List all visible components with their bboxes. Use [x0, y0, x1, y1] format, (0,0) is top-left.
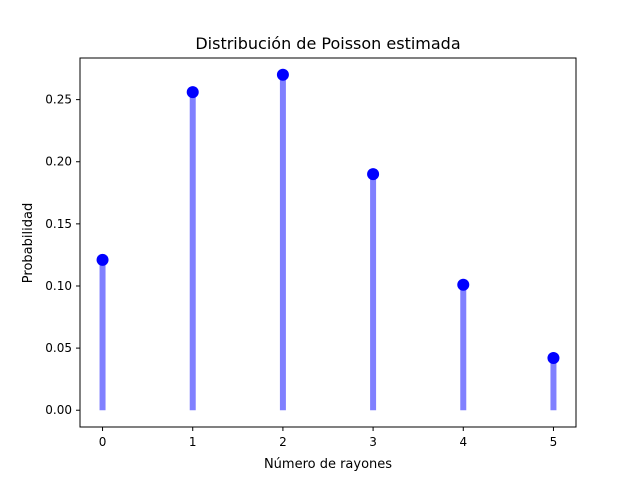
x-axis-ticks: 0 1 2 3 4 5: [99, 427, 558, 449]
plot-area: [96, 68, 560, 411]
x-tick-label-4: 4: [459, 435, 467, 449]
data-point-1: [186, 86, 199, 99]
x-tick-label-0: 0: [99, 435, 107, 449]
x-tick-label-5: 5: [550, 435, 558, 449]
y-tick-label-4: 0.20: [45, 155, 72, 169]
y-tick-label-5: 0.25: [45, 93, 72, 107]
x-tick-label-2: 2: [279, 435, 287, 449]
y-tick-label-2: 0.10: [45, 279, 72, 293]
axes-frame: [79, 57, 577, 428]
x-axis-label: Número de rayones: [264, 457, 392, 472]
x-tick-label-3: 3: [369, 435, 377, 449]
y-tick-label-1: 0.05: [45, 341, 72, 355]
y-axis-ticks: 0.00 0.05 0.10 0.15 0.20 0.25: [45, 93, 80, 417]
data-point-3: [367, 168, 380, 181]
x-tick-label-1: 1: [189, 435, 197, 449]
data-point-5: [547, 352, 560, 365]
y-tick-label-0: 0.00: [45, 403, 72, 417]
chart-title: Distribución de Poisson estimada: [195, 34, 460, 53]
data-point-2: [276, 68, 289, 81]
y-tick-label-3: 0.15: [45, 217, 72, 231]
data-point-0: [96, 253, 109, 266]
data-point-4: [457, 278, 470, 291]
y-axis-label: Probabilidad: [21, 203, 36, 283]
